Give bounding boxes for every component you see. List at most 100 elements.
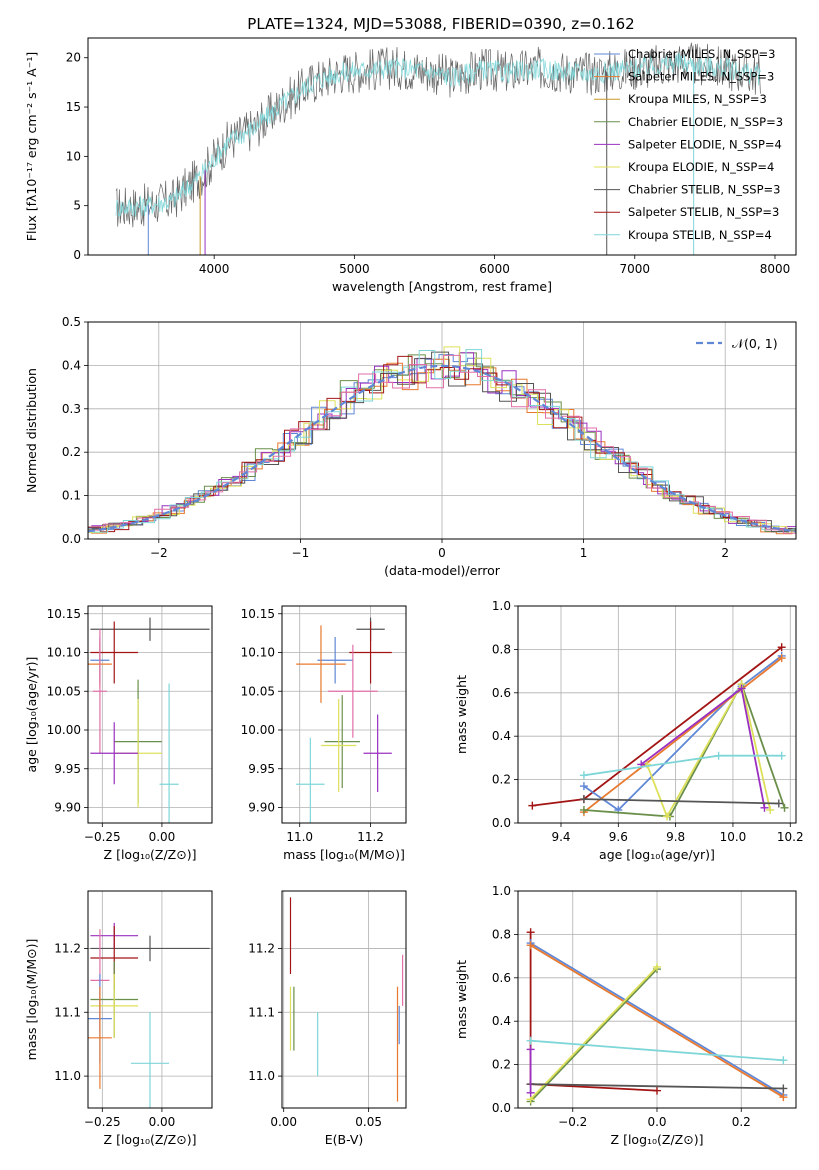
y-tick-label: 0.1: [62, 489, 81, 503]
weight-marker: [579, 795, 588, 804]
weight-marker: [526, 941, 535, 950]
y-tick-label: 1.0: [492, 599, 511, 613]
x-tick-label: 0: [438, 546, 446, 560]
y-tick-label: 10.10: [47, 646, 81, 660]
residuals-frame: [87, 321, 797, 540]
age_vs_mass-axes: 11.0 11.2 9.90 9.95 10.00 10.05 10.10 10.15 mass…: [241, 606, 406, 862]
x-tick-label: 0.00: [270, 1115, 297, 1129]
data-point: [328, 644, 378, 738]
data-point: [296, 625, 346, 703]
legend-entry: Chabrier STELIB, N_SSP=3: [628, 183, 780, 197]
data-point: [90, 973, 139, 1038]
x-tick-label: 11.0: [286, 830, 313, 844]
legend-entry: 𝒩(0, 1): [732, 336, 778, 351]
y-tick-label: 0.6: [492, 686, 511, 700]
y-tick-label: 10: [66, 149, 81, 163]
legend-entry: Salpeter STELIB, N_SSP=3: [628, 205, 779, 219]
y-axis-label: mass weight: [454, 960, 469, 1039]
figure-title: PLATE=1324, MJD=53088, FIBERID=0390, z=0…: [247, 15, 634, 33]
y-tick-label: 0.0: [62, 532, 81, 546]
age_vs_Z-plot-area: [88, 617, 210, 823]
weight-marker: [526, 1036, 535, 1045]
weight_vs_Z-plot-area: [526, 928, 788, 1106]
y-tick-label: 0.4: [492, 729, 511, 743]
y-tick-label: 11.2: [248, 941, 275, 955]
weight-marker: [663, 812, 672, 821]
y-tick-label: 1.0: [492, 884, 511, 898]
weight-marker: [714, 751, 723, 760]
weight_vs_Z-frame: [517, 890, 797, 1109]
weight-marker: [779, 1056, 788, 1065]
mass_vs_Z-axes: −0.25 0.00 11.0 11.1 11.2 Z [log₁₀(Z/Z⊙)] mass…: [24, 891, 212, 1147]
legend-entry: Kroupa STELIB, N_SSP=4: [628, 228, 772, 242]
age_vs_mass-frame: [281, 605, 407, 824]
weight-series-line: [530, 1083, 784, 1090]
y-tick-label: 0.8: [492, 927, 511, 941]
spectrum-frame: [87, 37, 797, 256]
y-tick-label: 10.15: [241, 607, 275, 621]
data-point: [320, 699, 357, 792]
x-tick-label: 0.2: [732, 1115, 751, 1129]
weight-marker: [579, 771, 588, 780]
weight-series-line: [583, 754, 782, 777]
y-tick-label: 11.1: [54, 1005, 81, 1019]
x-axis-label: Z [log₁₀(Z/Z⊙)]: [104, 847, 197, 862]
legend-entry: Kroupa ELODIE, N_SSP=4: [628, 160, 774, 174]
weight-series-line: [530, 1039, 784, 1062]
weight-marker: [653, 962, 661, 971]
spectrum-axes: 4000 5000 6000 7000 8000 0 5 10 15 20 wavelength […: [24, 51, 790, 294]
data-point: [317, 637, 353, 684]
weight-marker: [777, 751, 786, 760]
weight_vs_age-frame: [517, 605, 797, 824]
weight-marker: [777, 654, 786, 663]
y-tick-label: 11.0: [54, 1069, 81, 1083]
y-tick-label: 9.95: [54, 762, 81, 776]
data-point: [130, 1012, 170, 1108]
y-tick-label: 0.2: [62, 445, 81, 459]
x-axis-label: wavelength [Angstrom, rest frame]: [332, 279, 552, 294]
weight-series-line: [532, 646, 783, 807]
y-tick-label: 0.4: [62, 358, 81, 372]
spectrum-line: [115, 52, 761, 218]
data-point: [349, 621, 392, 684]
x-tick-label: 10.2: [777, 830, 804, 844]
legend-entry: Kroupa MILES, N_SSP=3: [628, 92, 767, 106]
mass_vs_Z-frame: [87, 890, 213, 1109]
data-point: [90, 617, 210, 641]
weight-marker: [779, 1084, 788, 1093]
weight-marker: [526, 1088, 535, 1097]
y-tick-label: 9.95: [248, 762, 275, 776]
y-tick-label: 10.10: [241, 646, 275, 660]
y-tick-label: 0.0: [492, 1101, 511, 1115]
x-tick-label: 11.2: [357, 830, 384, 844]
x-tick-label: 7000: [619, 262, 650, 276]
y-tick-label: 10.00: [47, 723, 81, 737]
y-tick-label: 5: [73, 199, 81, 213]
x-axis-label: Z [log₁₀(Z/Z⊙)]: [104, 1132, 197, 1147]
data-point: [296, 737, 325, 823]
y-axis-label: age [log₁₀(age/yr)]: [24, 657, 39, 773]
x-tick-label: 1: [580, 546, 588, 560]
x-tick-label: 0.05: [355, 1115, 382, 1129]
legend-entry: Salpeter MILES, N_SSP=3: [628, 70, 774, 84]
weight-marker: [579, 782, 588, 791]
data-point: [90, 722, 139, 785]
weight-series-line: [529, 968, 658, 1103]
y-tick-label: 0.8: [492, 642, 511, 656]
x-tick-label: 0.00: [149, 830, 176, 844]
age_vs_mass-plot-area: [296, 617, 392, 823]
x-axis-label: (data-model)/error: [384, 563, 501, 578]
x-tick-label: 0.0: [647, 1115, 666, 1129]
x-tick-label: 9.6: [609, 830, 628, 844]
weight-series-line: [529, 966, 658, 1100]
spectrum-plot-area: [115, 42, 761, 255]
legend-entry: Chabrier ELODIE, N_SSP=3: [628, 115, 783, 129]
data-point: [90, 621, 139, 684]
weight-marker: [737, 684, 746, 693]
mass_vs_ebv-frame: [281, 890, 407, 1109]
x-axis-label: Z [log₁₀(Z/Z⊙)]: [611, 1132, 704, 1147]
normal-curve: [88, 364, 796, 533]
spectrum-line: [115, 42, 761, 228]
age_vs_Z-frame: [87, 605, 213, 824]
